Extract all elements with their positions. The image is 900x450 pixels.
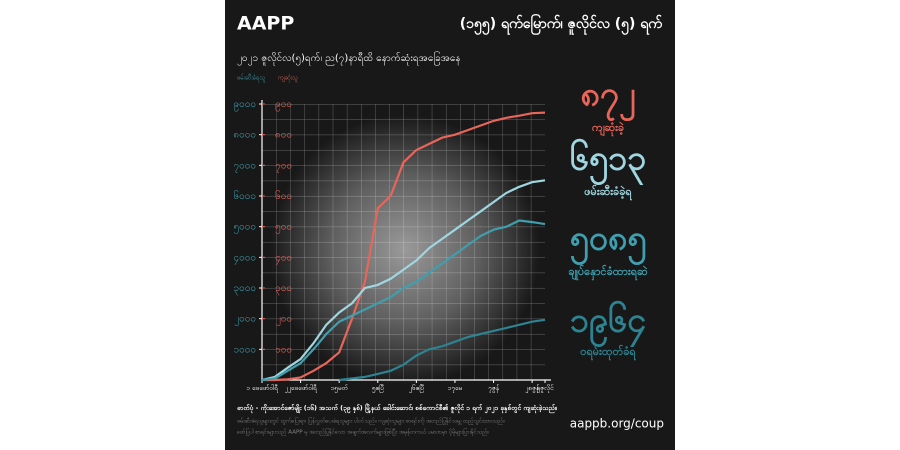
value-label: ၅၀၈၅ (570, 219, 647, 266)
value-label: ၈၇၂ (580, 75, 635, 122)
y-tick-label: ၁၀၀၀ (234, 344, 257, 355)
y2-tick-label: ၁၀၀ (275, 344, 292, 355)
y-axis-label: ဖမ်းဆီးခံရသူ (237, 74, 266, 83)
note: ဖမ်းဆီးခံရသူများတွင် ထွက်ပြေးရာ၊ ပြန်လွှ… (237, 416, 505, 426)
y-tick-label: ၅၀၀၀ (234, 222, 257, 235)
series-line (261, 179, 546, 382)
y2-tick-label: ၈၀၀ (275, 130, 292, 141)
y-tick-label: ၃၀၀၀ (234, 283, 257, 296)
subtitle: ၂၀၂၁ ဇူလိုင်လ(၅)ရက်၊ ည(၇)နာရီထိ နောက်ဆုံ… (237, 50, 461, 66)
y2-tick-label: ၅၀၀ (275, 222, 292, 235)
x-tick-label: ၇ဇွန် (488, 384, 500, 393)
url: aappb.org/coup (570, 417, 664, 431)
x-tick-label: ၁၅မတ် (331, 384, 349, 393)
value-label: ၆၅၁၃ (570, 139, 647, 186)
series-line (339, 318, 546, 382)
x-tick-label: ၂၂ဖေဖော်ဝါရီ (285, 384, 318, 393)
value-label: ၁၉၆၄ (570, 301, 647, 348)
y-tick-label: ၈၀၀၀ (233, 130, 256, 141)
y2-tick-label: ၃၀၀ (275, 283, 292, 296)
y2-tick-label: ၆၀၀ (275, 189, 292, 202)
y-tick-label: ၂၀၀၀ (234, 314, 256, 327)
y-tick-label: ၆၀၀၀ (234, 189, 257, 202)
y2-axis-label: ကျဆုံးသူ (278, 75, 298, 83)
y2-tick-label: ၂၀၀ (276, 314, 292, 327)
legend-label: ဝရမ်းထုတ်ခံရ (580, 344, 636, 361)
brand: AAPP (237, 13, 294, 35)
y-tick-label: ၇၀၀၀ (234, 160, 257, 173)
note: ဖော်ပြပါ စာရင်းများသည် AAPP မှ အတည်ပြုနိ… (237, 427, 489, 437)
x-tick-label: ၅ဇူလိုင် (536, 384, 554, 393)
x-tick-label: ၁၇မေ (448, 384, 463, 393)
legend-label: ချုပ်နှောင်ခံထားရဆဲ (568, 264, 647, 281)
y-tick-label: ၉၀၀၀ (234, 99, 257, 112)
y2-tick-label: ၉၀၀ (275, 99, 292, 112)
x-tick-label: ၁ ဖေဖော်ဝါရီ (246, 384, 279, 393)
y2-tick-label: ၇၀၀ (275, 160, 292, 173)
y2-tick-label: ၄၀၀ (275, 252, 292, 265)
legend-label: ဖမ်းဆီးခံခဲ့ရ (584, 184, 632, 201)
chart-title: (၁၅၅) ရက်မြောက်၊ ဇူလိုင်လ (၅) ရက် (460, 14, 664, 35)
x-tick-label: ၅ဧပြီ (372, 383, 384, 393)
x-tick-label: ၂၈ဇွန် (525, 384, 540, 393)
legend-label: ကျဆုံးခဲ့ (592, 121, 625, 137)
series-line (261, 219, 546, 382)
series-line (262, 111, 546, 382)
note: ဓာတ်ပုံ - ကိုးအောင်ဇော်မျိုး (၁၆) အသက် (… (237, 403, 557, 414)
x-tick-label: ၂၆ဧပြီ (409, 383, 425, 393)
grid (262, 104, 545, 380)
y-tick-label: ၄၀၀၀ (234, 252, 257, 265)
